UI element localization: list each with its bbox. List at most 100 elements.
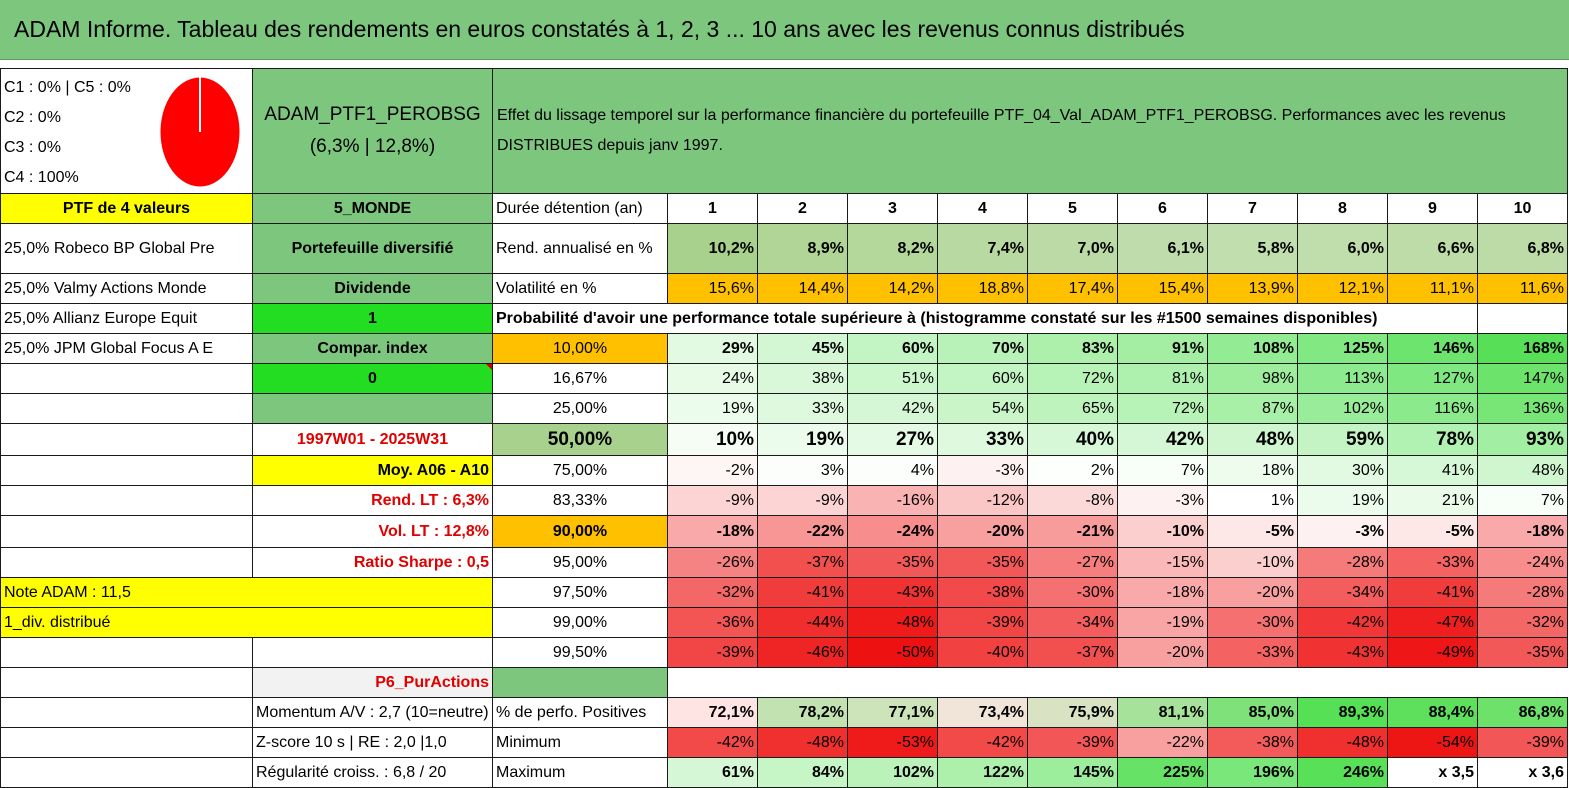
empty-cell — [0, 485, 253, 516]
prob-cell: 65% — [1027, 393, 1118, 424]
prob-cell: -15% — [1117, 547, 1208, 578]
positives-label: % de perfo. Positives — [492, 697, 668, 728]
prob-cell: -38% — [937, 577, 1028, 608]
prob-cell: 7% — [1117, 455, 1208, 486]
table-row: PTF de 4 valeurs 5_MONDE Durée détention (… — [0, 193, 1568, 224]
year-header: 4 — [937, 193, 1028, 224]
vol-cell: 14,4% — [757, 273, 848, 304]
prob-cell: -8% — [1027, 485, 1118, 516]
prob-cell: 27% — [847, 423, 938, 456]
prob-cell: -28% — [1297, 547, 1388, 578]
prob-cell: -41% — [757, 577, 848, 608]
prob-cell: -42% — [1297, 607, 1388, 638]
table-row: Régularité croiss. : 6,8 / 20 Maximum 61% 8… — [0, 757, 1568, 788]
maximum-cell: 196% — [1207, 757, 1298, 788]
prob-cell: -39% — [937, 607, 1028, 638]
fund-cell: ADAM_PTF1_PEROBSG (6,3% | 12,8%) — [252, 68, 493, 194]
prob-cell: -26% — [667, 547, 758, 578]
composition-line: C2 : 0% — [4, 109, 61, 126]
prob-cell: 10% — [667, 423, 758, 456]
prob-cell: 19% — [757, 423, 848, 456]
prob-cell: 2% — [1027, 455, 1118, 486]
vol-cell: 15,6% — [667, 273, 758, 304]
empty-cell — [0, 697, 253, 728]
positives-cell: 77,1% — [847, 697, 938, 728]
period-label: 1997W01 - 2025W31 — [252, 423, 493, 456]
prob-cell: -3% — [1297, 515, 1388, 548]
prob-cell: 45% — [757, 333, 848, 364]
table-row: Vol. LT : 12,8% 90,00% -18% -22% -24% -20% -21… — [0, 515, 1568, 548]
prob-cell: 3% — [757, 455, 848, 486]
prob-cell: -3% — [1117, 485, 1208, 516]
prob-cell: 108% — [1207, 333, 1298, 364]
empty-cell — [0, 423, 253, 456]
prob-cell: 83% — [1027, 333, 1118, 364]
maximum-cell: 145% — [1027, 757, 1118, 788]
table-row: Z-score 10 s | RE : 2,0 |1,0 Minimum -42% -… — [0, 727, 1568, 758]
composition-line: C3 : 0% — [4, 139, 61, 156]
table-row: P6_PurActions — [0, 667, 1568, 698]
table-row: 25,0% Allianz Europe Equit 1 Probabilité d… — [0, 303, 1568, 334]
year-header: 5 — [1027, 193, 1118, 224]
spacer — [0, 60, 1569, 68]
table-row: Ratio Sharpe : 0,5 95,00% -26% -37% -35% -35%… — [0, 547, 1568, 578]
prob-cell: 51% — [847, 363, 938, 394]
prob-threshold: 95,00% — [492, 547, 668, 578]
table-row: 25,00% 19% 33% 42% 54% 65% 72% 87% 102% 116% 136% — [0, 393, 1568, 424]
prob-threshold: 75,00% — [492, 455, 668, 486]
empty-cell — [252, 393, 493, 424]
prob-cell: -34% — [1297, 577, 1388, 608]
year-header: 1 — [667, 193, 758, 224]
prob-threshold: 50,00% — [492, 423, 668, 456]
positives-cell: 81,1% — [1117, 697, 1208, 728]
vol-cell: 15,4% — [1117, 273, 1208, 304]
holding-item: 25,0% Robeco BP Global Pre — [0, 223, 253, 274]
prob-cell: 33% — [757, 393, 848, 424]
vol-lt: Vol. LT : 12,8% — [252, 515, 493, 548]
table-row: Moy. A06 - A10 75,00% -2% 3% 4% -3% 2% 7% 18% 30%… — [0, 455, 1568, 486]
vol-cell: 12,1% — [1297, 273, 1388, 304]
description-text: Effet du lissage temporel sur la perform… — [497, 107, 1506, 154]
prob-threshold: 99,00% — [492, 607, 668, 638]
prob-cell: 33% — [937, 423, 1028, 456]
year-header: 8 — [1297, 193, 1388, 224]
table-row: 0 16,67% 24% 38% 51% 60% 72% 81% 98% 113% 127% 147% — [0, 363, 1568, 394]
rend-label: Rend. annualisé en % — [492, 223, 668, 274]
maximum-cell: 84% — [757, 757, 848, 788]
positives-cell: 85,0% — [1207, 697, 1298, 728]
prob-cell: -44% — [757, 607, 848, 638]
prob-cell: -28% — [1477, 577, 1568, 608]
prob-cell: -32% — [1477, 607, 1568, 638]
minimum-cell: -48% — [1297, 727, 1388, 758]
table-row: 25,0% Robeco BP Global Pre Portefeuille d… — [0, 223, 1568, 274]
empty-cell — [668, 668, 1568, 698]
prob-cell: 19% — [667, 393, 758, 424]
prob-cell: -37% — [1027, 637, 1118, 668]
prob-cell: 29% — [667, 333, 758, 364]
prob-cell: 21% — [1387, 485, 1478, 516]
fund-stats: (6,3% | 12,8%) — [309, 136, 436, 157]
prob-threshold: 97,50% — [492, 577, 668, 608]
prob-cell: 168% — [1477, 333, 1568, 364]
prob-cell: -5% — [1387, 515, 1478, 548]
prob-cell: -40% — [937, 637, 1028, 668]
prob-cell: -33% — [1387, 547, 1478, 578]
year-header: 9 — [1387, 193, 1478, 224]
minimum-cell: -54% — [1387, 727, 1478, 758]
prob-cell: -47% — [1387, 607, 1478, 638]
prob-cell: 18% — [1207, 455, 1298, 486]
momentum-label: Momentum A/V : 2,7 (10=neutre) — [252, 697, 493, 728]
prob-cell: 72% — [1027, 363, 1118, 394]
holding-item: 25,0% Allianz Europe Equit — [0, 303, 253, 334]
prob-cell: -49% — [1387, 637, 1478, 668]
sharpe-ratio: Ratio Sharpe : 0,5 — [252, 547, 493, 578]
prob-cell: -16% — [847, 485, 938, 516]
year-header: 2 — [757, 193, 848, 224]
note-adam: Note ADAM : 11,5 — [0, 577, 493, 608]
empty-cell — [492, 667, 668, 698]
rend-cell: 8,2% — [847, 223, 938, 274]
rend-cell: 8,9% — [757, 223, 848, 274]
prob-cell: -41% — [1387, 577, 1478, 608]
vol-label: Volatilité en % — [492, 273, 668, 304]
prob-cell: 60% — [847, 333, 938, 364]
